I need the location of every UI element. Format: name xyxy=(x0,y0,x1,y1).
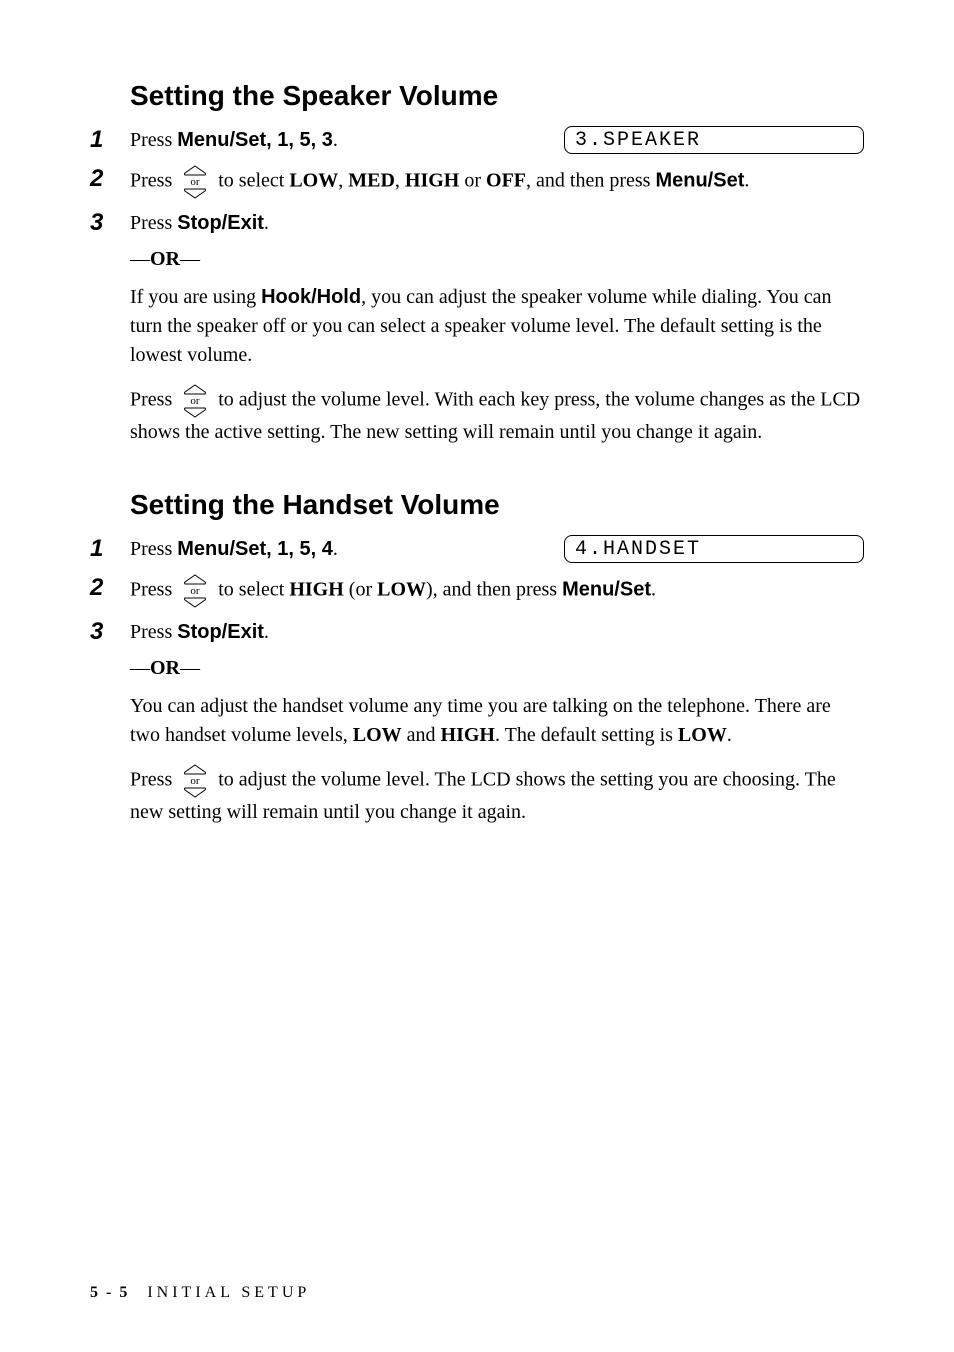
step-number: 3 xyxy=(90,209,130,238)
step-number: 2 xyxy=(90,165,130,194)
dot: . xyxy=(744,170,749,192)
text: , xyxy=(338,170,348,192)
option-low: LOW xyxy=(353,724,402,746)
dot: . xyxy=(264,212,269,234)
text: If you are using xyxy=(130,286,261,308)
text: (or xyxy=(344,579,377,601)
text: Press xyxy=(130,212,177,234)
key-sequence: , 1, 5, 4 xyxy=(266,538,333,560)
or-separator: —OR— xyxy=(130,248,864,271)
text: or xyxy=(459,170,486,192)
section-heading-handset: Setting the Handset Volume xyxy=(130,489,864,521)
menu-set-label: Menu/Set xyxy=(655,170,744,192)
nav-or-icon xyxy=(181,165,209,199)
dot: . xyxy=(264,621,269,643)
stop-exit-label: Stop/Exit xyxy=(177,621,264,643)
step-body: Press Menu/Set, 1, 5, 4. 4.HANDSET xyxy=(130,535,864,564)
step-body: Press Stop/Exit. xyxy=(130,618,864,647)
dot: . xyxy=(333,538,338,560)
step-body: Press to select LOW, MED, HIGH or OFF, a… xyxy=(130,165,864,199)
page-number: 5 - 5 xyxy=(90,1284,129,1301)
text: Press xyxy=(130,538,177,560)
dot: . xyxy=(651,579,656,601)
step-1-handset: 1 Press Menu/Set, 1, 5, 4. 4.HANDSET xyxy=(90,535,864,564)
option-high: HIGH xyxy=(289,579,343,601)
text: and xyxy=(402,724,441,746)
option-high: HIGH xyxy=(405,170,459,192)
step-number: 3 xyxy=(90,618,130,647)
lcd-display-handset: 4.HANDSET xyxy=(564,535,864,563)
menu-set-label: Menu/Set xyxy=(562,579,651,601)
option-low: LOW xyxy=(678,724,727,746)
step-3-handset: 3 Press Stop/Exit. xyxy=(90,618,864,647)
text: Press xyxy=(130,129,177,151)
menu-set-label: Menu/Set xyxy=(177,129,266,151)
dot: . xyxy=(333,129,338,151)
text: , xyxy=(395,170,405,192)
step-1-speaker: 1 Press Menu/Set, 1, 5, 3. 3.SPEAKER xyxy=(90,126,864,155)
or-text: OR xyxy=(150,248,180,270)
step-body: Press Stop/Exit. xyxy=(130,209,864,238)
nav-or-icon xyxy=(181,764,209,798)
dash: — xyxy=(180,657,200,679)
page-footer: 5 - 5 INITIAL SETUP xyxy=(90,1284,310,1302)
alt-paragraph-2: Press to adjust the volume level. The LC… xyxy=(130,764,864,827)
hook-hold-label: Hook/Hold xyxy=(261,286,361,308)
step-3-speaker: 3 Press Stop/Exit. xyxy=(90,209,864,238)
dash: — xyxy=(130,657,150,679)
section-heading-speaker: Setting the Speaker Volume xyxy=(130,80,864,112)
step-2-speaker: 2 Press to select LOW, MED, HIGH or OFF,… xyxy=(90,165,864,199)
text: ), and then press xyxy=(426,579,562,601)
step-number: 2 xyxy=(90,574,130,603)
step-number: 1 xyxy=(90,126,130,155)
nav-or-icon xyxy=(181,574,209,608)
alt-paragraph-1: You can adjust the handset volume any ti… xyxy=(130,692,864,750)
step-body: Press Menu/Set, 1, 5, 3. 3.SPEAKER xyxy=(130,126,864,155)
key-sequence: , 1, 5, 3 xyxy=(266,129,333,151)
step-2-handset: 2 Press to select HIGH (or LOW), and the… xyxy=(90,574,864,608)
option-low: LOW xyxy=(289,170,338,192)
text: Press xyxy=(130,579,177,601)
alt-paragraph-1: If you are using Hook/Hold, you can adju… xyxy=(130,283,864,370)
stop-exit-label: Stop/Exit xyxy=(177,212,264,234)
text: , and then press xyxy=(526,170,655,192)
text: to adjust the volume level. With each ke… xyxy=(130,389,860,443)
dash: — xyxy=(130,248,150,270)
option-med: MED xyxy=(348,170,395,192)
menu-set-label: Menu/Set xyxy=(177,538,266,560)
text: . The default setting is xyxy=(495,724,678,746)
text: Press xyxy=(130,621,177,643)
text: Press xyxy=(130,389,177,411)
text: to select xyxy=(213,579,289,601)
dash: — xyxy=(180,248,200,270)
chapter-title: INITIAL SETUP xyxy=(147,1284,310,1301)
option-off: OFF xyxy=(486,170,526,192)
or-separator: —OR— xyxy=(130,657,864,680)
dot: . xyxy=(727,724,732,746)
alt-paragraph-2: Press to adjust the volume level. With e… xyxy=(130,384,864,447)
text: Press xyxy=(130,769,177,791)
or-text: OR xyxy=(150,657,180,679)
nav-or-icon xyxy=(181,384,209,418)
step-number: 1 xyxy=(90,535,130,564)
text: to select xyxy=(213,170,289,192)
step-body: Press to select HIGH (or LOW), and then … xyxy=(130,574,864,608)
lcd-display-speaker: 3.SPEAKER xyxy=(564,126,864,154)
text: to adjust the volume level. The LCD show… xyxy=(130,769,836,823)
option-high: HIGH xyxy=(441,724,495,746)
option-low: LOW xyxy=(377,579,426,601)
text: Press xyxy=(130,170,177,192)
